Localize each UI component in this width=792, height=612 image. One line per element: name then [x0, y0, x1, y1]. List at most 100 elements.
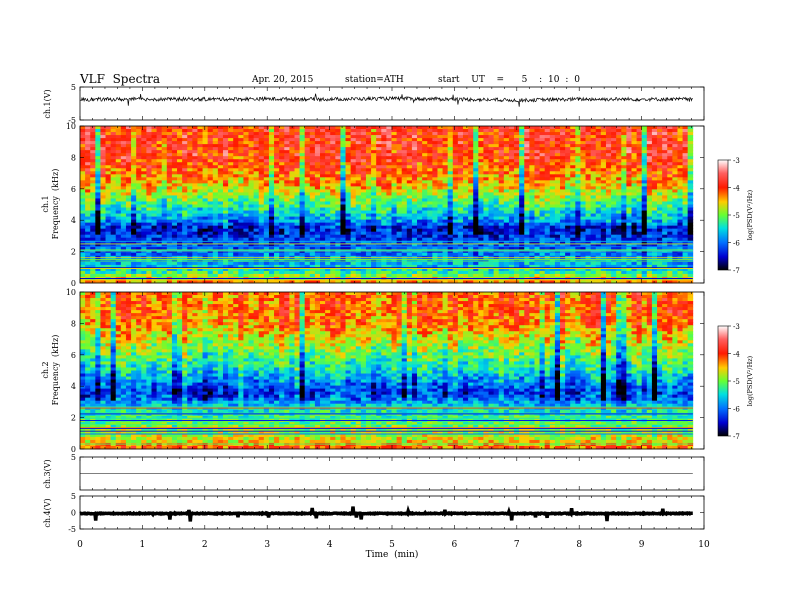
spectrogram-cell: [376, 204, 382, 208]
spectrogram-cell: [672, 189, 678, 193]
spectrogram-cell: [233, 195, 239, 199]
spectrogram-cell: [565, 225, 571, 230]
spectrogram-cell: [355, 210, 362, 214]
spectrogram-cell: [386, 135, 392, 139]
spectrogram-cell: [182, 126, 188, 130]
spectrogram-cell: [125, 225, 132, 230]
spectrogram-cell: [432, 213, 438, 217]
spectrogram-cell: [314, 150, 321, 154]
spectrogram-cell: [187, 228, 193, 233]
spectrogram-cell: [396, 219, 403, 224]
spectrogram-cell: [289, 141, 295, 145]
spectrogram-cell: [177, 216, 183, 220]
spectrogram-cell: [371, 165, 377, 169]
spectrogram-cell: [161, 147, 168, 151]
spectrogram-cell: [406, 249, 413, 254]
spectrogram-cell: [549, 156, 556, 160]
spectrogram-cell: [371, 204, 377, 208]
spectrogram-cell: [662, 189, 668, 193]
spectrogram-cell: [238, 168, 244, 172]
spectrogram-cell: [422, 156, 428, 160]
spectrogram-cell: [391, 141, 397, 145]
spectrogram-cell: [314, 237, 321, 242]
spectrogram-cell: [125, 183, 132, 187]
spectrogram-cell: [493, 201, 500, 205]
spectrogram-cell: [222, 207, 229, 211]
spectrogram-cell: [503, 132, 510, 136]
spectrogram-cell: [284, 207, 290, 211]
spectrogram-cell: [320, 219, 326, 224]
spectrogram-cell: [284, 219, 290, 224]
spectrogram-cell: [651, 207, 658, 211]
spectrogram-cell: [687, 216, 694, 220]
spectrogram-cell: [238, 162, 244, 166]
spectrogram-cell: [217, 141, 224, 145]
spectrogram-cell: [447, 129, 454, 133]
spectrogram-cell: [258, 141, 265, 145]
spectrogram-cell: [299, 237, 306, 242]
spectrogram-cell: [662, 186, 668, 190]
spectrogram-cell: [100, 144, 106, 148]
spectrogram-cell: [100, 132, 106, 136]
spectrogram-cell: [115, 159, 122, 163]
spectrogram-cell: [503, 207, 510, 211]
spectrogram-cell: [534, 246, 540, 251]
spectrogram-cell: [503, 219, 510, 224]
spectrogram-cell: [289, 192, 295, 196]
spectrogram-cell: [396, 177, 403, 181]
spectrogram-cell: [217, 195, 224, 199]
spectrogram-cell: [401, 180, 408, 184]
spectrogram-cell: [105, 144, 112, 148]
spectrogram-cell: [590, 153, 597, 157]
spectrogram-cell: [386, 195, 392, 199]
spectrogram-cell: [156, 219, 163, 224]
spectrogram-cell: [483, 246, 489, 251]
spectrogram-cell: [330, 234, 336, 239]
spectrogram-cell: [350, 183, 357, 187]
spectrogram-cell: [544, 201, 551, 205]
spectrogram-cell: [228, 237, 234, 242]
spectrogram-cell: [166, 168, 173, 172]
spectrogram-cell: [386, 126, 392, 130]
spectrogram-cell: [575, 180, 581, 184]
spectrogram-cell: [212, 243, 219, 248]
spectrogram-cell: [549, 165, 556, 169]
spectrogram-cell: [391, 249, 397, 254]
spectrogram-cell: [677, 240, 683, 245]
spectrogram-cell: [672, 177, 678, 181]
spectrogram-cell: [156, 162, 163, 166]
spectrogram-cell: [554, 228, 561, 233]
spectrogram-cell: [263, 159, 270, 163]
spectrogram-cell: [508, 183, 515, 187]
spectrogram-cell: [85, 231, 91, 236]
spectrogram-cell: [611, 168, 617, 172]
spectrogram-cell: [483, 144, 489, 148]
spectrogram-cell: [508, 222, 515, 227]
spectrogram-cell: [646, 129, 653, 133]
spectrogram-cell: [544, 126, 551, 130]
spectrogram-cell: [202, 222, 209, 227]
spectrogram-cell: [274, 168, 280, 172]
spectrogram-cell: [360, 144, 367, 148]
spectrogram-cell: [503, 138, 510, 142]
spectrogram-cell: [253, 243, 260, 248]
spectrogram-cell: [100, 207, 106, 211]
spectrogram-cell: [616, 138, 622, 142]
spectrogram-cell: [524, 228, 530, 233]
spectrogram-cell: [677, 225, 683, 230]
spectrogram-cell: [411, 234, 418, 239]
spectrogram-cell: [182, 198, 188, 202]
spectrogram-cell: [320, 246, 326, 251]
spectrogram-cell: [161, 204, 168, 208]
spectrogram-cell: [636, 198, 643, 202]
spectrogram-cell: [228, 192, 234, 196]
spectrogram-cell: [519, 246, 525, 251]
spectrogram-cell: [432, 183, 438, 187]
spectrogram-cell: [631, 144, 637, 148]
spectrogram-cell: [605, 204, 612, 208]
spectrogram-cell: [131, 141, 137, 145]
spectrogram-cell: [166, 165, 173, 169]
spectrogram-cell: [279, 141, 285, 145]
spectrogram-cell: [539, 207, 546, 211]
spectrogram-cell: [498, 222, 505, 227]
